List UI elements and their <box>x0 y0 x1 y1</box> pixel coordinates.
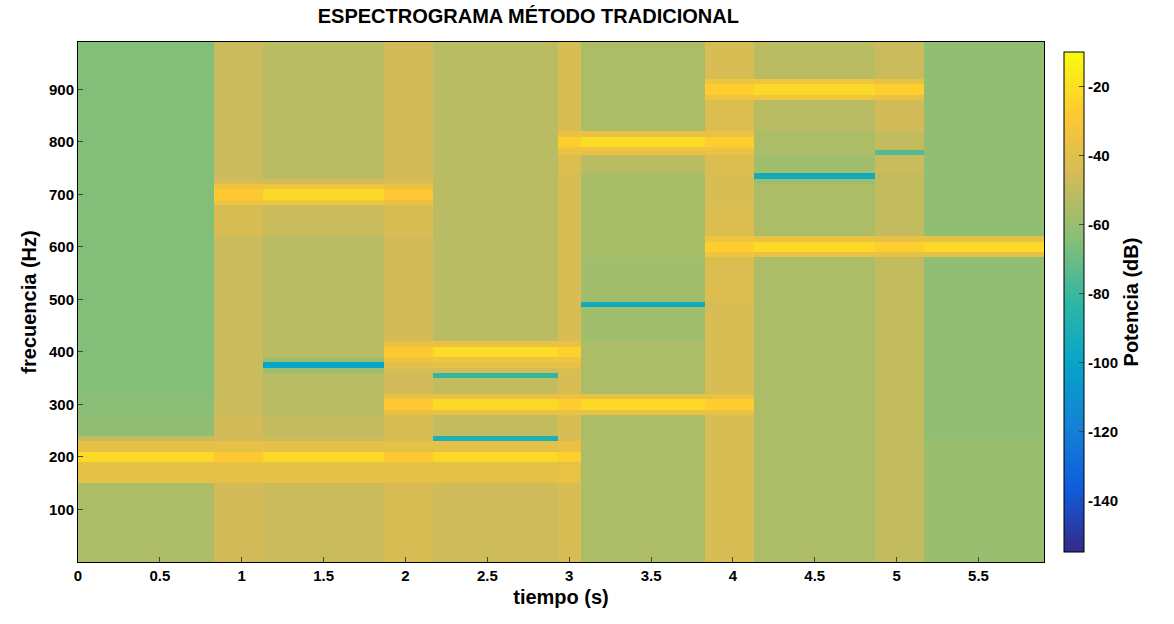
svg-text:-40: -40 <box>1088 147 1110 164</box>
svg-text:tiempo (s): tiempo (s) <box>513 586 609 608</box>
svg-text:2.5: 2.5 <box>477 567 498 584</box>
svg-text:900: 900 <box>49 81 74 98</box>
svg-text:1: 1 <box>238 567 246 584</box>
svg-text:-120: -120 <box>1088 423 1118 440</box>
svg-text:5: 5 <box>892 567 900 584</box>
svg-text:-140: -140 <box>1088 492 1118 509</box>
svg-text:frecuencia (Hz): frecuencia (Hz) <box>18 230 40 373</box>
svg-text:ESPECTROGRAMA MÉTODO TRADICION: ESPECTROGRAMA MÉTODO TRADICIONAL <box>318 5 739 27</box>
svg-text:-20: -20 <box>1088 78 1110 95</box>
svg-text:4.5: 4.5 <box>804 567 825 584</box>
svg-text:100: 100 <box>49 501 74 518</box>
svg-text:200: 200 <box>49 448 74 465</box>
svg-text:300: 300 <box>49 396 74 413</box>
svg-text:800: 800 <box>49 133 74 150</box>
svg-text:5.5: 5.5 <box>968 567 989 584</box>
svg-text:-60: -60 <box>1088 216 1110 233</box>
svg-text:3.5: 3.5 <box>641 567 662 584</box>
svg-text:4: 4 <box>729 567 738 584</box>
svg-text:3: 3 <box>565 567 573 584</box>
svg-text:-100: -100 <box>1088 354 1118 371</box>
svg-text:600: 600 <box>49 238 74 255</box>
svg-text:700: 700 <box>49 186 74 203</box>
svg-text:Potencia (dB): Potencia (dB) <box>1120 238 1142 367</box>
svg-text:500: 500 <box>49 291 74 308</box>
svg-text:-80: -80 <box>1088 285 1110 302</box>
svg-text:0: 0 <box>74 567 82 584</box>
svg-text:0.5: 0.5 <box>149 567 170 584</box>
svg-text:1.5: 1.5 <box>313 567 334 584</box>
svg-text:400: 400 <box>49 343 74 360</box>
svg-text:2: 2 <box>401 567 409 584</box>
